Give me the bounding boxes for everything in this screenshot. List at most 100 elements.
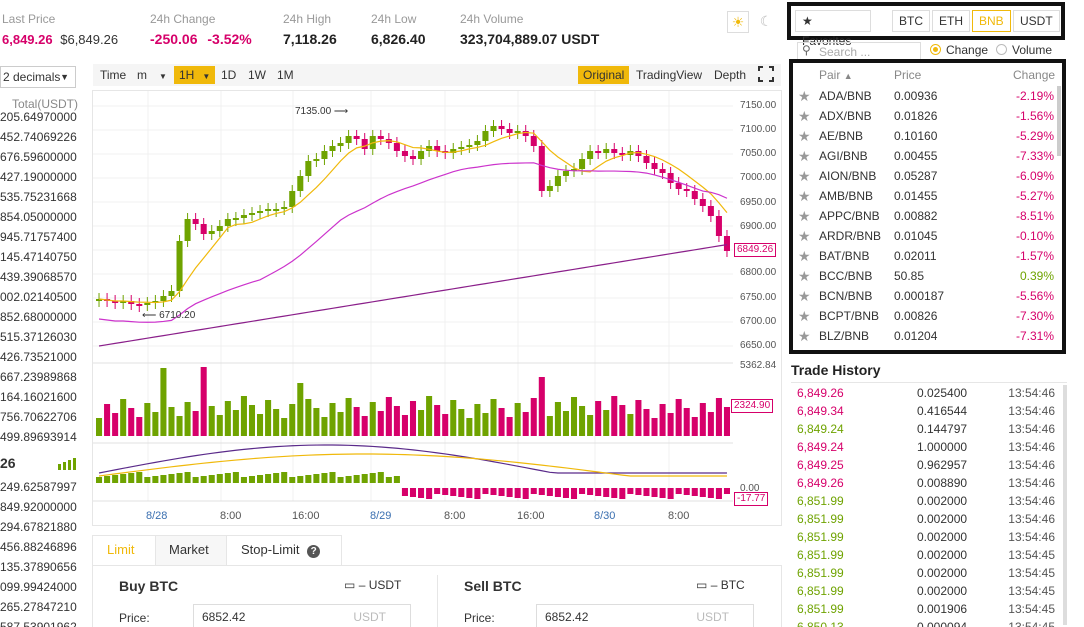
market-row[interactable]: ★ BCC/BNB 50.85 0.39% xyxy=(796,266,1060,286)
star-icon[interactable]: ★ xyxy=(798,268,811,284)
ask-total[interactable]: 945.71757400 xyxy=(0,230,77,244)
market-row[interactable]: ★ AMB/BNB 0.01455 -5.27% xyxy=(796,186,1060,206)
favorites-button[interactable]: ★ Favorites xyxy=(795,10,871,48)
trade-price: 6,851.99 xyxy=(797,602,844,616)
star-icon[interactable]: ★ xyxy=(798,148,811,164)
ask-total[interactable]: 164.16021600 xyxy=(0,390,77,404)
tab-market[interactable]: Market xyxy=(169,542,209,557)
bid-total[interactable]: 587.53901962 xyxy=(0,620,77,627)
star-icon[interactable]: ★ xyxy=(798,208,811,224)
depth-button[interactable]: Depth xyxy=(714,68,747,82)
candle xyxy=(96,299,103,301)
market-row[interactable]: ★ AGI/BNB 0.00455 -7.33% xyxy=(796,146,1060,166)
week-button[interactable]: 1W xyxy=(248,68,266,82)
fullscreen-icon[interactable] xyxy=(758,66,774,82)
ask-total[interactable]: 427.19000000 xyxy=(0,170,77,184)
star-icon[interactable]: ★ xyxy=(798,88,811,104)
quote-btc[interactable]: BTC xyxy=(892,10,930,32)
trade-row: 6,851.99 0.002000 13:54:45 xyxy=(797,546,1059,564)
tab-stop-limit[interactable]: Stop-Limit ? xyxy=(241,542,321,558)
quote-usdt[interactable]: USDT xyxy=(1013,10,1060,32)
time-button[interactable]: Time xyxy=(100,68,127,82)
star-icon[interactable]: ★ xyxy=(798,308,811,324)
quote-eth[interactable]: ETH xyxy=(932,10,970,32)
trade-amount: 0.002000 xyxy=(917,512,968,526)
star-icon[interactable]: ★ xyxy=(798,288,811,304)
sell-price-input[interactable]: 6852.42 USDT xyxy=(536,604,754,627)
trade-history-scrollbar[interactable] xyxy=(1063,385,1067,625)
original-button[interactable]: Original xyxy=(578,66,630,84)
volume-radio[interactable] xyxy=(996,44,1007,55)
ask-total[interactable]: 756.70622706 xyxy=(0,410,77,424)
market-row[interactable]: ★ BCPT/BNB 0.00826 -7.30% xyxy=(796,306,1060,326)
market-price: 0.00936 xyxy=(894,89,938,103)
market-row[interactable]: ★ ADA/BNB 0.00936 -2.19% xyxy=(796,86,1060,106)
star-icon[interactable]: ★ xyxy=(798,228,811,244)
tradingview-button[interactable]: TradingView xyxy=(636,68,703,82)
col-pair[interactable]: Pair ▲ xyxy=(819,68,853,82)
ask-total[interactable]: 499.89693914 xyxy=(0,430,77,444)
bid-total[interactable]: 849.92000000 xyxy=(0,500,77,514)
buy-price-input[interactable]: 6852.42 USDT xyxy=(193,604,411,627)
ask-total[interactable]: 145.47140750 xyxy=(0,250,77,264)
star-icon[interactable]: ★ xyxy=(798,328,811,344)
market-row[interactable]: ★ AION/BNB 0.05287 -6.09% xyxy=(796,166,1060,186)
ask-total[interactable]: 852.68000000 xyxy=(0,310,77,324)
ask-total[interactable]: 452.74069226 xyxy=(0,130,77,144)
market-price: 0.01204 xyxy=(894,329,938,343)
trade-price: 6,851.99 xyxy=(797,566,844,580)
col-change[interactable]: Change xyxy=(1013,68,1056,82)
volume-bar xyxy=(160,368,167,436)
macd-bar xyxy=(426,488,433,499)
ask-total[interactable]: 205.64970000 xyxy=(0,110,77,124)
star-icon[interactable]: ★ xyxy=(798,188,811,204)
ask-total[interactable]: 426.73521000 xyxy=(0,350,77,364)
trade-amount: 0.144797 xyxy=(917,422,968,436)
market-row[interactable]: ★ APPC/BNB 0.00882 -8.51% xyxy=(796,206,1060,226)
market-row[interactable]: ★ BLZ/BNB 0.01204 -7.31% xyxy=(796,326,1060,346)
market-row[interactable]: ★ AE/BNB 0.10160 -5.29% xyxy=(796,126,1060,146)
change-radio[interactable] xyxy=(930,44,941,55)
decimals-select[interactable]: 2 decimals ▼ xyxy=(0,66,76,88)
ask-total[interactable]: 676.59600000 xyxy=(0,150,77,164)
bid-total[interactable]: 249.62587997 xyxy=(0,480,77,494)
tab-limit[interactable]: Limit xyxy=(107,542,135,557)
ask-total[interactable]: 439.39068570 xyxy=(0,270,77,284)
bid-total[interactable]: 099.99424000 xyxy=(0,580,77,594)
bid-total[interactable]: 294.67821880 xyxy=(0,520,77,534)
price-chart[interactable] xyxy=(92,90,782,526)
macd-bar xyxy=(305,475,312,483)
minute-select[interactable]: m ▼ xyxy=(132,66,172,84)
trade-time: 13:54:46 xyxy=(1008,476,1055,490)
col-price[interactable]: Price xyxy=(894,68,922,82)
light-theme-icon[interactable]: ☀ xyxy=(727,11,749,33)
macd-bar xyxy=(401,488,408,496)
star-icon[interactable]: ★ xyxy=(798,168,811,184)
ask-total[interactable]: 002.02140500 xyxy=(0,290,77,304)
market-row[interactable]: ★ BCN/BNB 0.000187 -5.56% xyxy=(796,286,1060,306)
help-icon[interactable]: ? xyxy=(307,545,321,558)
ask-total[interactable]: 535.75231668 xyxy=(0,190,77,204)
bid-total[interactable]: 265.27847210 xyxy=(0,600,77,614)
macd-bar xyxy=(418,488,425,498)
ask-total[interactable]: 854.05000000 xyxy=(0,210,77,224)
day-button[interactable]: 1D xyxy=(221,68,237,82)
bid-total[interactable]: 135.37890656 xyxy=(0,560,77,574)
ask-total[interactable]: 515.37126030 xyxy=(0,330,77,344)
month-button[interactable]: 1M xyxy=(277,68,294,82)
ask-total[interactable]: 667.23989868 xyxy=(0,370,77,384)
volume-bar xyxy=(136,417,143,436)
search-input[interactable]: ⚲ Search ... xyxy=(797,42,921,60)
decimals-value: 2 decimals xyxy=(3,70,61,84)
markets-scrollbar[interactable] xyxy=(1057,86,1061,156)
star-icon[interactable]: ★ xyxy=(798,248,811,264)
star-icon[interactable]: ★ xyxy=(798,108,811,124)
star-icon[interactable]: ★ xyxy=(798,128,811,144)
market-row[interactable]: ★ BAT/BNB 0.02011 -1.57% xyxy=(796,246,1060,266)
quote-bnb[interactable]: BNB xyxy=(972,10,1011,32)
hour-select[interactable]: 1H ▼ xyxy=(174,66,216,84)
bid-total[interactable]: 456.88246896 xyxy=(0,540,77,554)
dark-theme-icon[interactable]: ☾ xyxy=(759,13,773,29)
market-row[interactable]: ★ ARDR/BNB 0.01045 -0.10% xyxy=(796,226,1060,246)
market-row[interactable]: ★ ADX/BNB 0.01826 -1.56% xyxy=(796,106,1060,126)
